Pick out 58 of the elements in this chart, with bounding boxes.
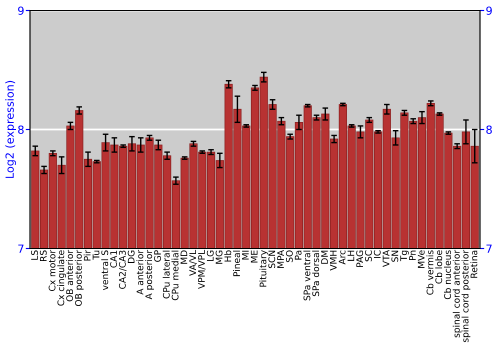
x-tick-label: Tu <box>92 250 100 260</box>
x-tick-label: CA1 <box>110 250 117 268</box>
x-tick-label: GP <box>154 250 161 262</box>
x-tick-label: VMH <box>330 250 337 271</box>
x-tick-label: MG <box>216 250 222 264</box>
x-tick-label: Cx cingulate <box>57 250 66 306</box>
y2-tick-label: 7 <box>486 244 492 253</box>
x-tick-label: OB posterior <box>74 250 84 306</box>
x-tick-label: SN <box>391 250 398 262</box>
x-tick-label: spinal cord anterior <box>452 250 462 338</box>
x-tick-label: SO <box>286 250 293 262</box>
x-tick-label: A anterior <box>136 250 144 295</box>
x-tick-label: LG <box>206 250 214 262</box>
y-tick-label: 7 <box>18 244 24 253</box>
y-axis-title: Log2 (expression) <box>5 80 16 178</box>
x-tick-label: CA2/CA3 <box>118 250 126 289</box>
x-tick-label: Cb lobe <box>435 250 442 284</box>
x-tick-label: Pn <box>409 250 416 260</box>
x-tick-label: VPM/VPL <box>198 250 206 289</box>
x-tick-label: CPu medial <box>172 250 179 300</box>
x-tick-label: IC <box>374 250 381 258</box>
y2-tick-label: 8 <box>486 125 492 134</box>
y2-tick-label: 9 <box>486 6 492 15</box>
x-tick-label: Pir <box>84 250 90 260</box>
x-tick-label: LS <box>31 250 38 260</box>
x-tick-label: CPu lateral <box>162 250 170 298</box>
x-tick-label: VTA <box>382 250 390 267</box>
x-tick-label: ME <box>250 250 258 262</box>
x-tick-label: Retina <box>470 250 478 278</box>
x-tick-label: MD <box>180 250 188 264</box>
x-tick-label: SPa dorsal <box>312 250 320 296</box>
x-tick-label: Cx motor <box>48 250 56 291</box>
x-tick-label: PAG <box>356 250 364 267</box>
x-tick-label: DG <box>128 250 135 263</box>
x-tick-label: A posterior <box>145 250 154 300</box>
y-tick-label: 9 <box>18 6 24 15</box>
x-tick-label: Pa <box>294 250 302 260</box>
x-tick-label: RS <box>40 250 47 262</box>
x-tick-label: SC <box>365 250 372 262</box>
x-tick-label: Pituitary <box>259 250 268 287</box>
x-tick-label: Hb <box>224 250 232 262</box>
x-tick-label: SCN <box>268 250 276 268</box>
x-tick-label: MVe <box>418 250 425 268</box>
x-tick-label: Arc <box>338 250 346 264</box>
x-tick-label: LH <box>348 250 354 261</box>
y-tick-label: 8 <box>18 125 24 134</box>
x-tick-label: MPA <box>277 250 284 268</box>
x-tick-label: Cb nucleus <box>444 250 451 300</box>
x-tick-label: spinal cord posterior <box>462 250 470 342</box>
x-tick-label: MI <box>242 250 249 260</box>
x-tick-label: Tg <box>400 250 409 262</box>
x-tick-label: ventral S <box>101 250 108 290</box>
x-tick-label: DM <box>321 250 328 264</box>
x-tick-label: VA/VL <box>189 250 197 276</box>
x-tick-label: Cb vermis <box>426 250 434 295</box>
x-tick-label: SPa ventral <box>303 250 310 300</box>
x-tick-label: Pineal <box>233 250 240 276</box>
x-tick-label: OB anterior <box>66 250 74 302</box>
